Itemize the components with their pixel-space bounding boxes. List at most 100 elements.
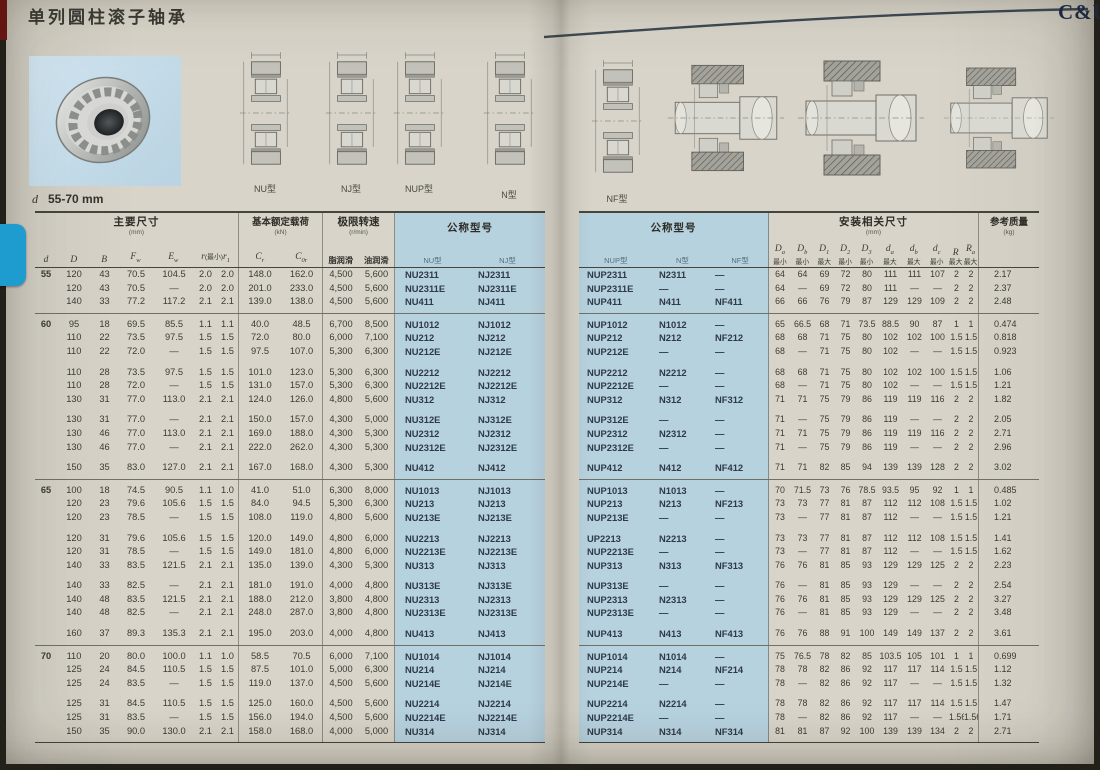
cell-i5: 112 <box>883 498 898 509</box>
cell-i1: 71 <box>797 427 808 438</box>
cell-i0: 73 <box>775 498 785 509</box>
cell-NJ: NJ312 <box>470 392 545 407</box>
cell-i3: 75 <box>840 380 851 391</box>
cell-i5: 117 <box>883 677 898 688</box>
cell-N <box>653 572 713 580</box>
cell-NF <box>713 308 769 313</box>
cell-i5: 117 <box>883 664 898 675</box>
cell-Fw: 79.6 <box>126 532 146 543</box>
cell-N: — <box>653 413 713 427</box>
cell-NF: NF314 <box>713 724 769 739</box>
cell-i9: 2 <box>964 461 979 475</box>
cell-N <box>653 640 713 645</box>
cell-i1: 76 <box>797 628 808 639</box>
cell-r: 2.1 <box>199 441 212 452</box>
table-row: 160 37 89.3 135.3 2.1 2.1 195.0 203.0 4,000 4,800… <box>35 627 1039 641</box>
cell-C0r: 160.0 <box>281 697 323 712</box>
cell-Cr: 156.0 <box>248 712 272 723</box>
cell-NUP: NUP212 <box>579 331 653 345</box>
cell-i3: 86 <box>840 698 851 709</box>
cell-NJ: NJ1014 <box>470 649 545 664</box>
size-range-symbol: d <box>32 192 38 206</box>
cell-i3: 85 <box>840 607 851 618</box>
cell-r1: 2.1 <box>217 392 239 407</box>
cell-i3: 81 <box>840 498 851 509</box>
cell-NF: NF214 <box>713 663 769 677</box>
cell-i0: 73 <box>775 546 785 557</box>
col-NU: NU型 <box>423 256 442 265</box>
cell-d <box>35 525 57 532</box>
cell-i3: 75 <box>840 345 851 356</box>
cell-C0r <box>281 479 323 484</box>
cell-i0: 64 <box>775 269 785 279</box>
cell-i3: 82 <box>840 650 851 661</box>
cell-N: N214 <box>653 663 713 677</box>
cell-Fw: 90.0 <box>126 725 146 736</box>
cell-d <box>35 711 57 725</box>
cell-i2: 82 <box>819 677 830 688</box>
cell-i2: 75 <box>819 427 830 438</box>
cell-C0r: 123.0 <box>281 365 323 380</box>
cell-NU: NU214E <box>395 676 470 691</box>
cell-NF: — <box>713 379 769 393</box>
cell-Cr: 119.0 <box>248 677 272 688</box>
cell-NJ <box>470 738 545 743</box>
cell-NUP: NUP1012 <box>579 317 653 332</box>
cell-SP <box>545 620 579 627</box>
cell-N: — <box>653 379 713 393</box>
cell-i4: 92 <box>862 677 872 688</box>
cell-C0r: 188.0 <box>281 426 323 441</box>
cell-i9: 2 <box>964 268 979 282</box>
cell-NJ: NJ2313E <box>470 606 545 621</box>
cell-i8: 2 <box>954 725 959 736</box>
cell-C0r: 137.0 <box>281 676 323 691</box>
cell-m <box>979 620 1039 627</box>
cell-o: 4,800 <box>359 606 395 621</box>
cell-i1: 73 <box>797 532 808 543</box>
cell-Cr: 101.0 <box>248 366 272 377</box>
cell-C0r <box>281 690 323 698</box>
cell-SP <box>545 641 579 645</box>
table-row: 150 35 90.0 130.0 2.1 2.1 158.0 168.0 4,000 5,000… <box>35 724 1039 739</box>
cell-i7: 116 <box>930 393 945 404</box>
cell-o: 5,300 <box>359 426 395 441</box>
cell-NJ: NJ413 <box>470 627 545 641</box>
cell-NF: — <box>713 510 769 525</box>
cell-i8: 1.56 <box>949 712 964 723</box>
cell-B <box>91 572 118 579</box>
cell-B: 28 <box>99 366 110 377</box>
cell-SP <box>545 690 579 697</box>
cell-i0 <box>769 572 791 579</box>
cell-C0r <box>281 313 323 318</box>
cell-i6: 139 <box>907 725 922 736</box>
cell-i2: 77 <box>819 511 830 522</box>
cell-d <box>35 441 57 455</box>
cell-i9: 1 <box>964 317 979 332</box>
cell-i2: 68 <box>819 318 830 329</box>
cell-i6: — <box>910 380 919 391</box>
header-rule-line <box>543 7 1089 39</box>
cell-SP <box>545 711 579 725</box>
cell-m: 3.61 <box>994 628 1012 639</box>
cell-C0r: 119.0 <box>281 510 323 525</box>
cell-NJ: NJ313 <box>470 558 545 573</box>
cell-NUP: NUP2311 <box>579 268 653 282</box>
cell-Ew: 127.0 <box>162 462 186 473</box>
cell-i6: — <box>910 677 919 688</box>
cell-SP <box>545 697 579 711</box>
cell-NJ <box>470 640 545 645</box>
cell-i7: — <box>933 677 942 688</box>
cell-i7: — <box>933 380 942 391</box>
cell-i9 <box>964 308 979 313</box>
cell-NF <box>713 358 769 366</box>
cell-SP <box>545 559 579 573</box>
cell-o: 6,300 <box>359 344 395 359</box>
cell-NF <box>713 620 769 628</box>
cell-d <box>35 697 57 711</box>
table-body: 55 120 43 70.5 104.5 2.0 2.0 148.0 162.0 4,500 5,6… <box>35 268 1039 744</box>
cell-Fw: 83.5 <box>126 712 146 723</box>
cell-B <box>91 454 118 461</box>
header-main-dims: 主要尺寸 (mm) d D B Fw Ew r(最小)r1 <box>35 213 239 267</box>
group-pad <box>35 474 1039 479</box>
cell-d <box>35 461 57 475</box>
